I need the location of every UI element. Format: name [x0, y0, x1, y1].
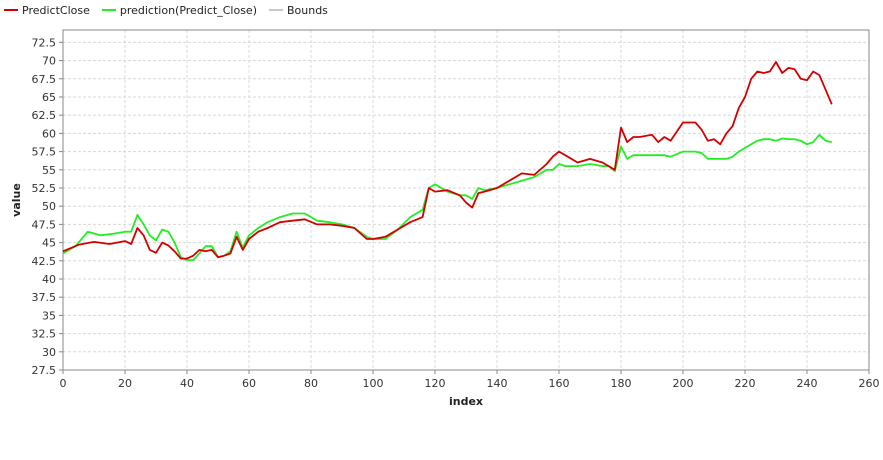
y-tick-label: 30: [42, 346, 56, 359]
legend-swatch-prediction: [101, 9, 116, 11]
legend-label-bounds: Bounds: [286, 3, 328, 17]
y-tick-label: 62.5: [32, 109, 57, 122]
chart-legend: PredictClose prediction(Predict_Close) B…: [4, 2, 340, 18]
y-tick-label: 42.5: [32, 255, 57, 268]
y-tick-label: 67.5: [32, 73, 57, 86]
legend-swatch-bounds: [268, 9, 283, 11]
legend-label-prediction: prediction(Predict_Close): [119, 3, 257, 17]
y-tick-label: 57.5: [32, 146, 57, 159]
plot-area: [63, 30, 869, 370]
x-tick-label: 200: [673, 377, 694, 390]
x-tick-label: 260: [859, 377, 880, 390]
y-tick-label: 40: [42, 273, 56, 286]
series-line-prediction-predict-close: [62, 133, 832, 262]
x-tick-label: 80: [304, 377, 318, 390]
x-tick-label: 60: [242, 377, 256, 390]
y-tick-label: 32.5: [32, 328, 57, 341]
legend-item-prediction: prediction(Predict_Close): [101, 3, 257, 17]
legend-item-bounds: Bounds: [268, 3, 328, 17]
x-tick-label: 180: [611, 377, 632, 390]
y-tick-label: 70: [42, 55, 56, 68]
x-tick-label: 140: [487, 377, 508, 390]
legend-label-predictclose: PredictClose: [22, 3, 90, 17]
y-tick-label: 55: [42, 164, 56, 177]
y-tick-label: 35: [42, 309, 56, 322]
y-tick-label: 50: [42, 200, 56, 213]
x-axis-title: index: [449, 395, 483, 408]
x-tick-label: 120: [425, 377, 446, 390]
y-tick-label: 37.5: [32, 291, 57, 304]
x-tick-label: 0: [60, 377, 67, 390]
legend-item-predictclose: PredictClose: [4, 4, 90, 17]
x-tick-label: 240: [797, 377, 818, 390]
series-line-predictclose: [62, 61, 833, 260]
y-tick-label: 72.5: [32, 36, 57, 49]
y-tick-label: 60: [42, 127, 56, 140]
x-tick-label: 20: [118, 377, 132, 390]
y-tick-label: 65: [42, 91, 56, 104]
y-axis-title: value: [10, 183, 23, 217]
y-tick-label: 52.5: [32, 182, 57, 195]
y-tick-label: 47.5: [32, 218, 57, 231]
x-tick-label: 40: [180, 377, 194, 390]
y-tick-label: 27.5: [32, 364, 57, 377]
x-tick-label: 160: [549, 377, 570, 390]
legend-swatch-predictclose: [4, 9, 18, 11]
x-tick-label: 220: [735, 377, 756, 390]
plot-border: [62, 29, 870, 371]
y-tick-label: 45: [42, 237, 56, 250]
x-tick-label: 100: [363, 377, 384, 390]
